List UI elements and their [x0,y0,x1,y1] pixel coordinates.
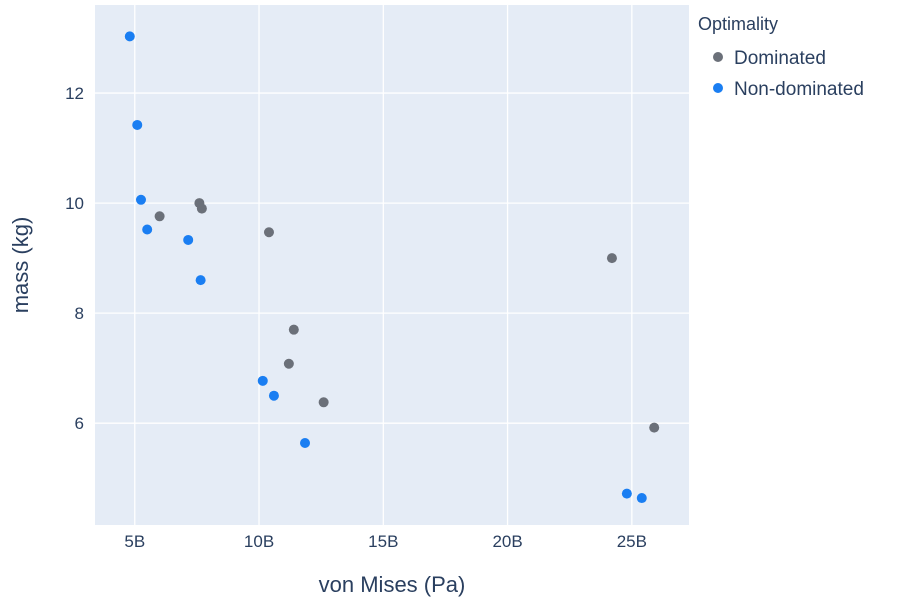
data-point[interactable] [636,493,647,504]
data-point[interactable] [268,390,279,401]
data-point[interactable] [124,31,135,42]
data-point[interactable] [154,211,165,222]
data-point[interactable] [195,275,206,286]
legend-item[interactable]: Dominated [713,48,826,69]
y-axis-ticks: 6 8 10 12 [65,84,84,433]
y-tick-label: 6 [75,414,84,433]
y-axis-title: mass (kg) [8,217,33,314]
data-point[interactable] [135,194,146,205]
data-point[interactable] [196,203,207,214]
legend-marker [713,52,723,62]
data-point[interactable] [288,324,299,335]
legend-marker [713,83,723,93]
legend[interactable]: Optimality Dominated Non-dominated [698,14,864,100]
data-points [124,31,660,504]
legend-title: Optimality [698,14,778,34]
data-point[interactable] [263,227,274,238]
series-dominated [154,198,660,433]
data-point[interactable] [606,253,617,264]
x-tick-label: 20B [492,532,522,551]
legend-label: Dominated [734,48,826,69]
y-tick-label: 8 [75,304,84,323]
data-point[interactable] [649,422,660,433]
x-tick-label: 10B [244,532,274,551]
gridlines [95,5,689,525]
series-non-dominated [124,31,647,504]
x-axis-title: von Mises (Pa) [319,572,466,597]
x-axis-ticks: 5B 10B 15B 20B 25B [124,532,647,551]
data-point[interactable] [132,119,143,130]
data-point[interactable] [183,234,194,245]
x-tick-label: 15B [368,532,398,551]
x-tick-label: 5B [124,532,145,551]
data-point[interactable] [283,358,294,369]
y-tick-label: 12 [65,84,84,103]
data-point[interactable] [300,438,311,449]
x-tick-label: 25B [617,532,647,551]
y-tick-label: 10 [65,194,84,213]
data-point[interactable] [621,488,632,499]
legend-label: Non-dominated [734,79,864,100]
plot-area [95,5,689,525]
legend-item[interactable]: Non-dominated [713,79,864,100]
data-point[interactable] [318,397,329,408]
data-point[interactable] [257,375,268,386]
data-point[interactable] [142,224,153,235]
